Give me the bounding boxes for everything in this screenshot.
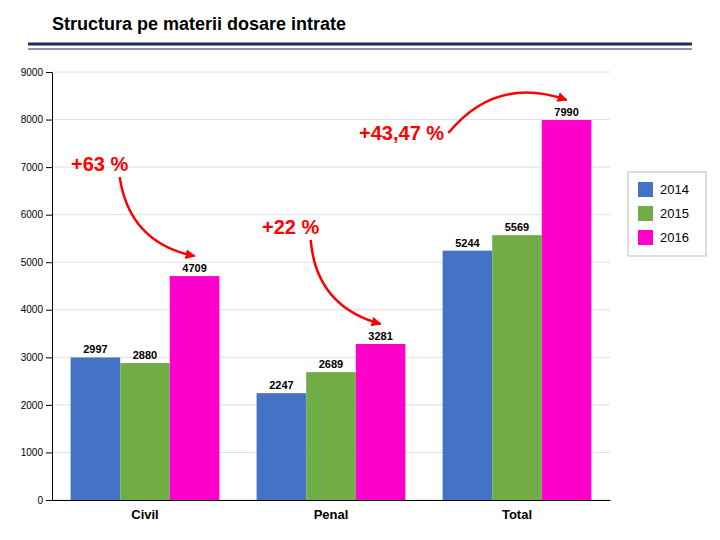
grid-line (52, 119, 610, 120)
bar (170, 276, 220, 500)
y-tick-mark (46, 310, 52, 311)
x-tick-label: Penal (314, 507, 349, 522)
y-tick: 3000 (21, 352, 52, 363)
grid-line (52, 72, 610, 73)
y-tick-mark (46, 500, 52, 501)
y-tick-mark (46, 262, 52, 263)
y-tick-label: 8000 (21, 114, 44, 125)
legend-frame (628, 172, 706, 256)
y-tick-mark (46, 357, 52, 358)
data-labels: 2997 2247 5244 2880 2689 5569 4709 3281 7990 (83, 106, 579, 391)
y-tick-mark (46, 452, 52, 453)
x-tick: Penal (314, 507, 349, 522)
legend-label: 2016 (660, 230, 689, 245)
y-tick: 5000 (21, 257, 52, 268)
y-tick-label: 7000 (21, 162, 44, 173)
y-tick-label: 1000 (21, 447, 44, 458)
title-rule (28, 43, 692, 46)
x-axis-line (53, 500, 611, 501)
y-tick: 1000 (21, 447, 52, 458)
bar-series (170, 120, 592, 500)
y-tick-label: 4000 (21, 304, 44, 315)
legend: 2014 2015 2016 (628, 172, 706, 256)
bar-series (120, 235, 542, 500)
title: Structura pe materii dosare intrate (52, 14, 346, 34)
annotation-arrow (311, 240, 381, 324)
data-label: 2997 (83, 343, 107, 355)
bar (443, 251, 493, 500)
annotations: +63 % +22 % +43,47 % (71, 93, 567, 324)
bar (257, 393, 307, 500)
bar-series (71, 251, 493, 500)
y-axis: 0 1000 2000 3000 4000 5000 6000 7000 8000 9000 (21, 67, 53, 506)
y-tick: 6000 (21, 209, 52, 220)
legend-item: 2014 (638, 182, 689, 197)
legend-label: 2015 (660, 206, 689, 221)
bar (542, 120, 592, 500)
y-tick-label: 0 (37, 495, 43, 506)
y-tick-label: 6000 (21, 209, 44, 220)
y-tick-label: 9000 (21, 67, 44, 78)
chart: Structura pe materii dosare intrate 0 1000… (0, 0, 720, 540)
data-label: 2247 (269, 379, 293, 391)
y-tick: 2000 (21, 400, 52, 411)
y-tick-mark (46, 215, 52, 216)
y-tick: 9000 (21, 67, 52, 78)
y-tick-label: 5000 (21, 257, 44, 268)
y-tick: 7000 (21, 162, 52, 173)
y-tick: 8000 (21, 114, 52, 125)
x-tick-label: Civil (131, 507, 158, 522)
bar (120, 363, 170, 500)
annotation: +63 % (71, 153, 128, 175)
y-tick-mark (46, 72, 52, 73)
grid (52, 72, 610, 500)
title-rule (28, 49, 692, 50)
bar (71, 357, 121, 500)
data-label: 7990 (554, 106, 578, 118)
y-tick-mark (46, 167, 52, 168)
legend-swatch (638, 206, 653, 221)
annotation-arrow (448, 93, 566, 133)
grid-line (52, 167, 610, 168)
x-tick-label: Total (502, 507, 532, 522)
annotation-arrow (120, 177, 195, 256)
annotation: +43,47 % (359, 122, 444, 144)
legend-label: 2014 (660, 182, 689, 197)
data-label: 5244 (455, 237, 480, 249)
data-label: 4709 (182, 262, 206, 274)
bar (492, 235, 542, 500)
x-axis: Civil Penal Total (53, 501, 611, 523)
y-tick-mark (46, 405, 52, 406)
bars (71, 120, 592, 500)
bar (306, 372, 356, 500)
data-label: 3281 (368, 330, 392, 342)
legend-swatch (638, 182, 653, 197)
data-label: 5569 (505, 221, 529, 233)
legend-item: 2016 (638, 230, 689, 245)
y-axis-line (46, 73, 53, 501)
y-tick: 0 (37, 495, 52, 506)
bar (356, 344, 406, 500)
y-tick-label: 3000 (21, 352, 44, 363)
y-tick-mark (46, 120, 52, 121)
legend-swatch (638, 230, 653, 245)
x-tick: Civil (131, 507, 158, 522)
data-label: 2880 (133, 349, 157, 361)
y-tick: 4000 (21, 304, 52, 315)
y-tick-label: 2000 (21, 400, 44, 411)
grid-line (52, 214, 610, 215)
plot: 0 1000 2000 3000 4000 5000 6000 7000 8000 9000 Civ… (21, 67, 611, 523)
annotation: +22 % (262, 216, 319, 238)
legend-item: 2015 (638, 206, 689, 221)
x-tick: Total (502, 507, 532, 522)
data-label: 2689 (319, 358, 343, 370)
